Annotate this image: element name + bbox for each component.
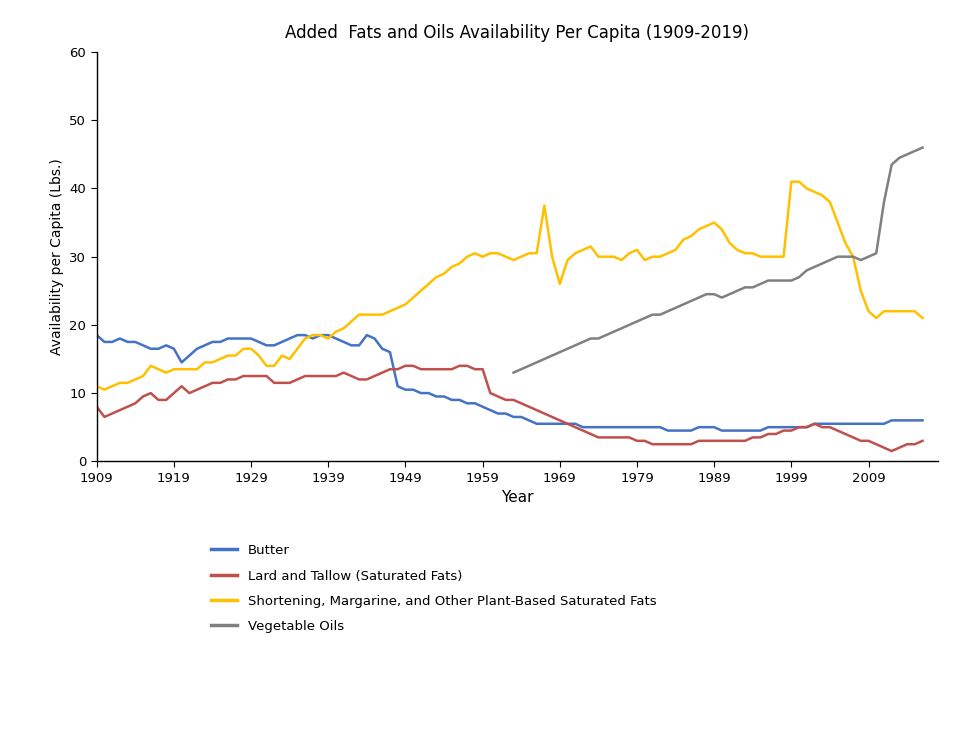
Title: Added  Fats and Oils Availability Per Capita (1909-2019): Added Fats and Oils Availability Per Cap… <box>285 25 749 42</box>
X-axis label: Year: Year <box>501 490 534 505</box>
Y-axis label: Availability per Capita (Lbs.): Availability per Capita (Lbs.) <box>50 158 64 355</box>
Legend: Butter, Lard and Tallow (Saturated Fats), Shortening, Margarine, and Other Plant: Butter, Lard and Tallow (Saturated Fats)… <box>204 537 663 640</box>
